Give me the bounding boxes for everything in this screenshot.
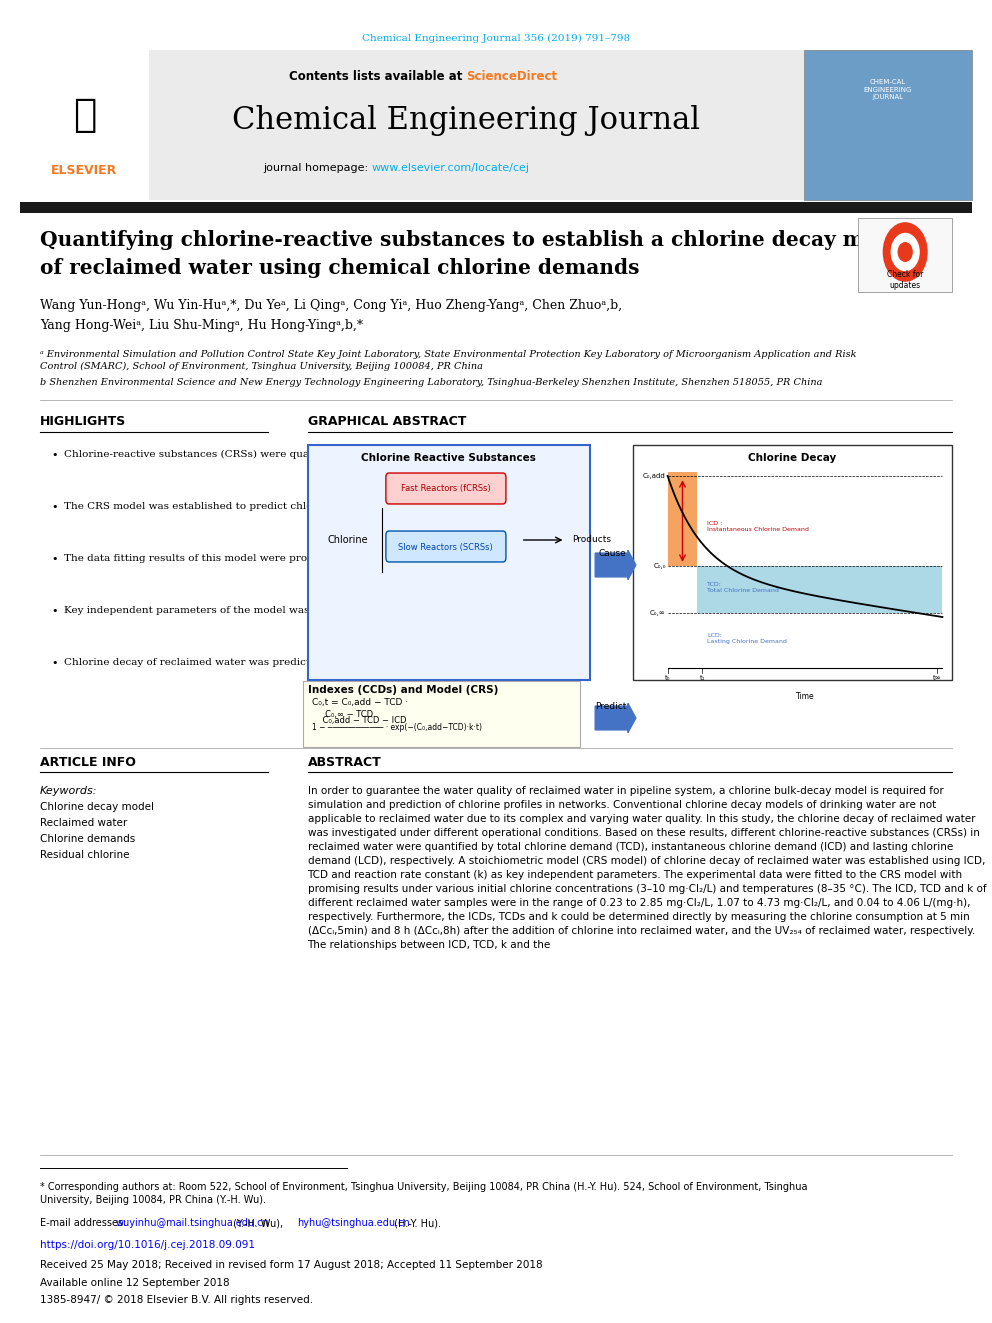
Text: Residual chlorine: Residual chlorine [40,849,129,860]
Text: Chlorine decay model: Chlorine decay model [40,802,154,812]
Text: https://doi.org/10.1016/j.cej.2018.09.091: https://doi.org/10.1016/j.cej.2018.09.09… [40,1240,255,1250]
Text: ICD :
Instantaneous Chlorine Demand: ICD : Instantaneous Chlorine Demand [707,521,809,532]
Text: Chlorine decay of reclaimed water was predicted precisely by measuring water qua: Chlorine decay of reclaimed water was pr… [64,658,524,667]
Text: •: • [52,606,58,617]
Text: ABSTRACT: ABSTRACT [308,755,381,769]
Text: ARTICLE INFO: ARTICLE INFO [40,755,136,769]
Text: Yang Hong-Weiᵃ, Liu Shu-Mingᵃ, Hu Hong-Yingᵃ,b,*: Yang Hong-Weiᵃ, Liu Shu-Mingᵃ, Hu Hong-Y… [40,319,363,332]
FancyBboxPatch shape [20,202,972,213]
Text: Key independent parameters of the model was related to chlorine consumption and : Key independent parameters of the model … [64,606,540,615]
Text: Received 25 May 2018; Received in revised form 17 August 2018; Accepted 11 Septe: Received 25 May 2018; Received in revise… [40,1259,543,1270]
Text: C₀,∞: C₀,∞ [650,610,666,617]
Text: Reclaimed water: Reclaimed water [40,818,127,828]
Text: www.elsevier.com/locate/cej: www.elsevier.com/locate/cej [372,163,530,173]
FancyBboxPatch shape [303,681,580,746]
Text: Time: Time [796,692,814,701]
Text: CHEM-CAL
ENGINEERING
JOURNAL: CHEM-CAL ENGINEERING JOURNAL [864,79,912,101]
Text: C₀,₀: C₀,₀ [653,564,666,569]
Text: t∞: t∞ [933,675,941,680]
FancyArrow shape [595,704,636,733]
Text: LCD:
Lasting Chlorine Demand: LCD: Lasting Chlorine Demand [707,634,788,644]
Text: 🌳: 🌳 [72,97,96,134]
Text: The data fitting results of this model were promising for reclaimed water sample: The data fitting results of this model w… [64,554,499,564]
FancyBboxPatch shape [697,566,942,613]
Text: Products: Products [572,536,611,545]
Text: Predict: Predict [595,701,627,710]
Text: Chlorine: Chlorine [327,534,368,545]
Text: Cause: Cause [598,549,626,558]
Text: Chlorine demands: Chlorine demands [40,833,135,844]
Text: 1385-8947/ © 2018 Elsevier B.V. All rights reserved.: 1385-8947/ © 2018 Elsevier B.V. All righ… [40,1295,312,1304]
Text: HIGHLIGHTS: HIGHLIGHTS [40,415,126,429]
Text: Quantifying chlorine-reactive substances to establish a chlorine decay model: Quantifying chlorine-reactive substances… [40,230,912,250]
Text: GRAPHICAL ABSTRACT: GRAPHICAL ABSTRACT [308,415,466,429]
FancyBboxPatch shape [633,445,952,680]
Text: 1 − ──────────── · exp(−(C₀,add−TCD)·k·t): 1 − ──────────── · exp(−(C₀,add−TCD)·k·t… [312,722,482,732]
Text: (Y.-H. Wu),: (Y.-H. Wu), [230,1218,287,1228]
Text: Fast Reactors (fCRSs): Fast Reactors (fCRSs) [401,484,490,493]
Text: Indexes (CCDs) and Model (CRS): Indexes (CCDs) and Model (CRS) [308,685,498,695]
FancyBboxPatch shape [386,531,506,562]
Text: •: • [52,554,58,564]
Text: Chemical Engineering Journal: Chemical Engineering Journal [232,105,700,135]
Text: ᵃ Environmental Simulation and Pollution Control State Key Joint Laboratory, Sta: ᵃ Environmental Simulation and Pollution… [40,351,856,370]
Text: TCD:
Total Chlorine Demand: TCD: Total Chlorine Demand [707,582,779,593]
FancyBboxPatch shape [20,50,149,200]
Text: Check for
updates: Check for updates [887,270,924,290]
Text: Wang Yun-Hongᵃ, Wu Yin-Huᵃ,*, Du Yeᵃ, Li Qingᵃ, Cong Yiᵃ, Huo Zheng-Yangᵃ, Chen : Wang Yun-Hongᵃ, Wu Yin-Huᵃ,*, Du Yeᵃ, Li… [40,299,622,311]
Text: of reclaimed water using chemical chlorine demands: of reclaimed water using chemical chlori… [40,258,639,278]
FancyArrow shape [595,550,636,579]
Text: E-mail addresses:: E-mail addresses: [40,1218,129,1228]
Text: C₀,add − TCD − ICD: C₀,add − TCD − ICD [312,716,407,725]
Text: Available online 12 September 2018: Available online 12 September 2018 [40,1278,229,1289]
Text: b Shenzhen Environmental Science and New Energy Technology Engineering Laborator: b Shenzhen Environmental Science and New… [40,378,822,388]
Text: C₀,t = C₀,add − TCD ·: C₀,t = C₀,add − TCD · [312,699,409,708]
Text: •: • [52,450,58,460]
Text: Chlorine Decay: Chlorine Decay [749,452,836,463]
FancyBboxPatch shape [308,445,590,680]
Text: Slow Reactors (SCRSs): Slow Reactors (SCRSs) [398,542,493,552]
Text: •: • [52,658,58,668]
Text: The CRS model was established to predict chlorine decay of reclaimed water.: The CRS model was established to predict… [64,501,472,511]
Text: C₀,add: C₀,add [643,472,666,479]
Text: Chlorine Reactive Substances: Chlorine Reactive Substances [361,452,537,463]
FancyBboxPatch shape [20,50,972,200]
Text: Chlorine-reactive substances (CRSs) were quantified by chemical chlorine demand : Chlorine-reactive substances (CRSs) were… [64,450,541,459]
Text: Contents lists available at: Contents lists available at [289,70,466,83]
FancyBboxPatch shape [804,50,972,200]
Text: (H.-Y. Hu).: (H.-Y. Hu). [391,1218,440,1228]
Text: C₀,∞ − TCD: C₀,∞ − TCD [312,709,374,718]
Text: In order to guarantee the water quality of reclaimed water in pipeline system, a: In order to guarantee the water quality … [308,786,986,950]
FancyBboxPatch shape [386,474,506,504]
Circle shape [883,222,927,280]
Text: ScienceDirect: ScienceDirect [466,70,558,83]
FancyBboxPatch shape [858,218,952,292]
Text: t₁: t₁ [699,675,705,680]
Text: •: • [52,501,58,512]
Text: Chemical Engineering Journal 356 (2019) 791–798: Chemical Engineering Journal 356 (2019) … [362,33,630,42]
Text: * Corresponding authors at: Room 522, School of Environment, Tsinghua University: * Corresponding authors at: Room 522, Sc… [40,1181,807,1205]
Text: journal homepage:: journal homepage: [263,163,372,173]
Text: Keywords:: Keywords: [40,786,97,796]
Text: t₀: t₀ [665,675,671,680]
Circle shape [891,233,919,270]
FancyBboxPatch shape [668,472,697,566]
Text: wuyinhu@mail.tsinghua.edu.cn: wuyinhu@mail.tsinghua.edu.cn [116,1218,270,1228]
Text: hyhu@tsinghua.edu.cn: hyhu@tsinghua.edu.cn [298,1218,411,1228]
Text: ELSEVIER: ELSEVIER [52,164,117,176]
Circle shape [899,242,912,261]
